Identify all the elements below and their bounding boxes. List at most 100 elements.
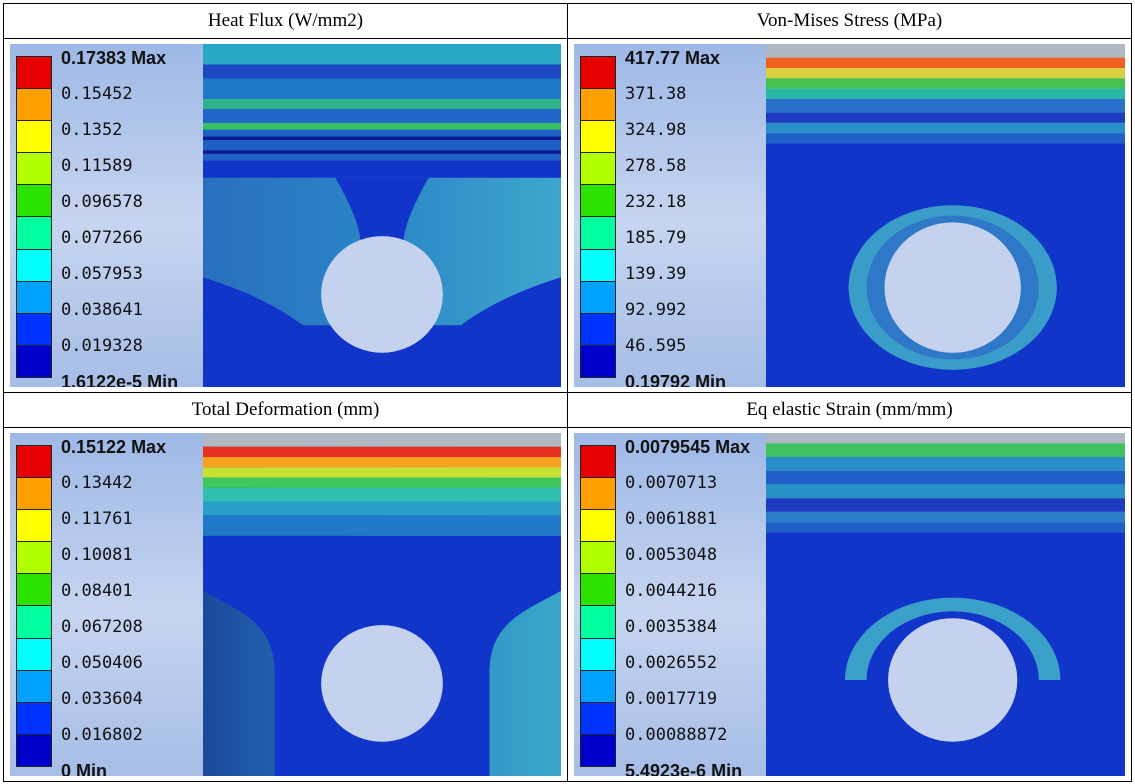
color-legend — [580, 56, 616, 378]
legend-max-label: 0.0079545 Max — [625, 437, 751, 457]
legend-swatch — [581, 606, 615, 639]
legend-level-label: 0.08401 — [61, 581, 133, 601]
legend-swatch — [581, 89, 615, 122]
legend-level-label: 0.0026552 — [625, 653, 718, 673]
pin-hole — [888, 618, 1018, 742]
deformation-contour-plot — [203, 433, 561, 776]
legend-swatch — [17, 638, 51, 671]
legend-swatch — [17, 153, 51, 186]
crown-band — [203, 433, 561, 447]
strain-panel: 0.0079545 Max 0.0070713 0.0061881 0.0053048… — [574, 433, 1125, 776]
legend-swatch — [17, 217, 51, 250]
legend-level-label: 0.0070713 — [625, 473, 718, 493]
legend-labels: 0.17383 Max 0.15452 0.1352 0.11589 0.096578 0… — [61, 47, 231, 387]
legend-min-label: 0.19792 Min — [625, 372, 727, 387]
legend-swatch — [17, 121, 51, 154]
legend-swatch — [17, 57, 51, 90]
color-legend — [16, 445, 52, 767]
legend-max-label: 0.17383 Max — [61, 48, 167, 68]
legend-level-label: 92.992 — [625, 300, 687, 320]
legend-swatch — [581, 153, 615, 186]
legend-level-label: 0.13442 — [61, 473, 133, 493]
legend-level-label: 0.077266 — [61, 228, 143, 248]
legend-swatch — [581, 313, 615, 346]
legend-level-label: 232.18 — [625, 192, 687, 212]
legend-level-label: 0.067208 — [61, 617, 143, 637]
crown-band — [766, 44, 1125, 58]
legend-max-label: 417.77 Max — [625, 48, 721, 68]
legend-labels: 0.0079545 Max 0.0070713 0.0061881 0.0053048… — [625, 436, 795, 776]
legend-level-label: 0.10081 — [61, 545, 133, 565]
legend-level-label: 0.0061881 — [625, 509, 718, 529]
legend-swatch — [581, 510, 615, 543]
deformation-cell: 0.15122 Max 0.13442 0.11761 0.10081 0.08401 0… — [3, 427, 568, 782]
legend-level-label: 0.0035384 — [625, 617, 718, 637]
legend-level-label: 0.15452 — [61, 84, 133, 104]
legend-swatch — [581, 574, 615, 607]
legend-swatch — [581, 702, 615, 735]
legend-level-label: 46.595 — [625, 336, 687, 356]
heat-flux-panel: 0.17383 Max 0.15452 0.1352 0.11589 0.096578 0… — [10, 44, 561, 387]
color-legend — [16, 56, 52, 378]
legend-swatch — [17, 446, 51, 479]
legend-level-label: 0.11761 — [61, 509, 133, 529]
legend-swatch — [17, 281, 51, 314]
legend-swatch — [17, 510, 51, 543]
heat-flux-cell: 0.17383 Max 0.15452 0.1352 0.11589 0.096578 0… — [3, 38, 568, 393]
legend-level-label: 0.038641 — [61, 300, 143, 320]
legend-swatch — [581, 734, 615, 766]
von-mises-cell: 417.77 Max 371.38 324.98 278.58 232.18 185.79… — [567, 38, 1132, 393]
legend-level-label: 0.0053048 — [625, 545, 718, 565]
legend-swatch — [17, 313, 51, 346]
legend-level-label: 0.050406 — [61, 653, 143, 673]
legend-swatch — [581, 478, 615, 511]
legend-level-label: 0.096578 — [61, 192, 143, 212]
legend-swatch — [581, 345, 615, 377]
legend-level-label: 371.38 — [625, 84, 687, 104]
von-mises-panel: 417.77 Max 371.38 324.98 278.58 232.18 185.79… — [574, 44, 1125, 387]
strain-contour-plot — [766, 433, 1125, 776]
legend-max-label: 0.15122 Max — [61, 437, 167, 457]
deformation-panel: 0.15122 Max 0.13442 0.11761 0.10081 0.08401 0… — [10, 433, 561, 776]
legend-level-label: 0.0017719 — [625, 689, 718, 709]
strain-arc — [844, 597, 1061, 680]
legend-swatch — [581, 670, 615, 703]
legend-level-label: 0.1352 — [61, 120, 123, 140]
legend-swatch — [17, 89, 51, 122]
legend-labels: 417.77 Max 371.38 324.98 278.58 232.18 185.79… — [625, 47, 795, 387]
legend-level-label: 0.033604 — [61, 689, 143, 709]
legend-swatch — [581, 121, 615, 154]
legend-swatch — [581, 249, 615, 282]
legend-swatch — [17, 702, 51, 735]
legend-level-label: 185.79 — [625, 228, 687, 248]
heat-flux-contour-plot — [203, 44, 561, 387]
panel-title: Eq elastic Strain (mm/mm) — [567, 392, 1132, 428]
pin-hole — [321, 236, 443, 353]
legend-level-label: 0.00088872 — [625, 725, 728, 745]
panel-title: Total Deformation (mm) — [3, 392, 568, 428]
legend-min-label: 1.6122e-5 Min — [61, 372, 179, 387]
legend-level-label: 0.019328 — [61, 336, 143, 356]
legend-level-label: 278.58 — [625, 156, 687, 176]
legend-level-label: 0.11589 — [61, 156, 133, 176]
pin-boss-contour — [335, 177, 429, 243]
legend-swatch — [17, 542, 51, 575]
pin-hole — [884, 222, 1021, 353]
legend-swatch — [581, 217, 615, 250]
results-table: Heat Flux (W/mm2) Von-Mises Stress (MPa)… — [3, 3, 1132, 782]
color-legend — [580, 445, 616, 767]
legend-swatch — [17, 185, 51, 218]
legend-level-label: 0.016802 — [61, 725, 143, 745]
legend-level-label: 0.0044216 — [625, 581, 718, 601]
von-mises-contour-plot — [766, 44, 1125, 387]
crown-band — [766, 433, 1125, 444]
panel-title: Heat Flux (W/mm2) — [3, 3, 568, 39]
legend-swatch — [17, 670, 51, 703]
legend-labels: 0.15122 Max 0.13442 0.11761 0.10081 0.08401 0… — [61, 436, 231, 776]
pin-hole — [321, 625, 443, 742]
legend-swatch — [581, 281, 615, 314]
legend-swatch — [581, 57, 615, 90]
panel-title: Von-Mises Stress (MPa) — [567, 3, 1132, 39]
legend-min-label: 5.4923e-6 Min — [625, 761, 743, 776]
legend-swatch — [581, 542, 615, 575]
